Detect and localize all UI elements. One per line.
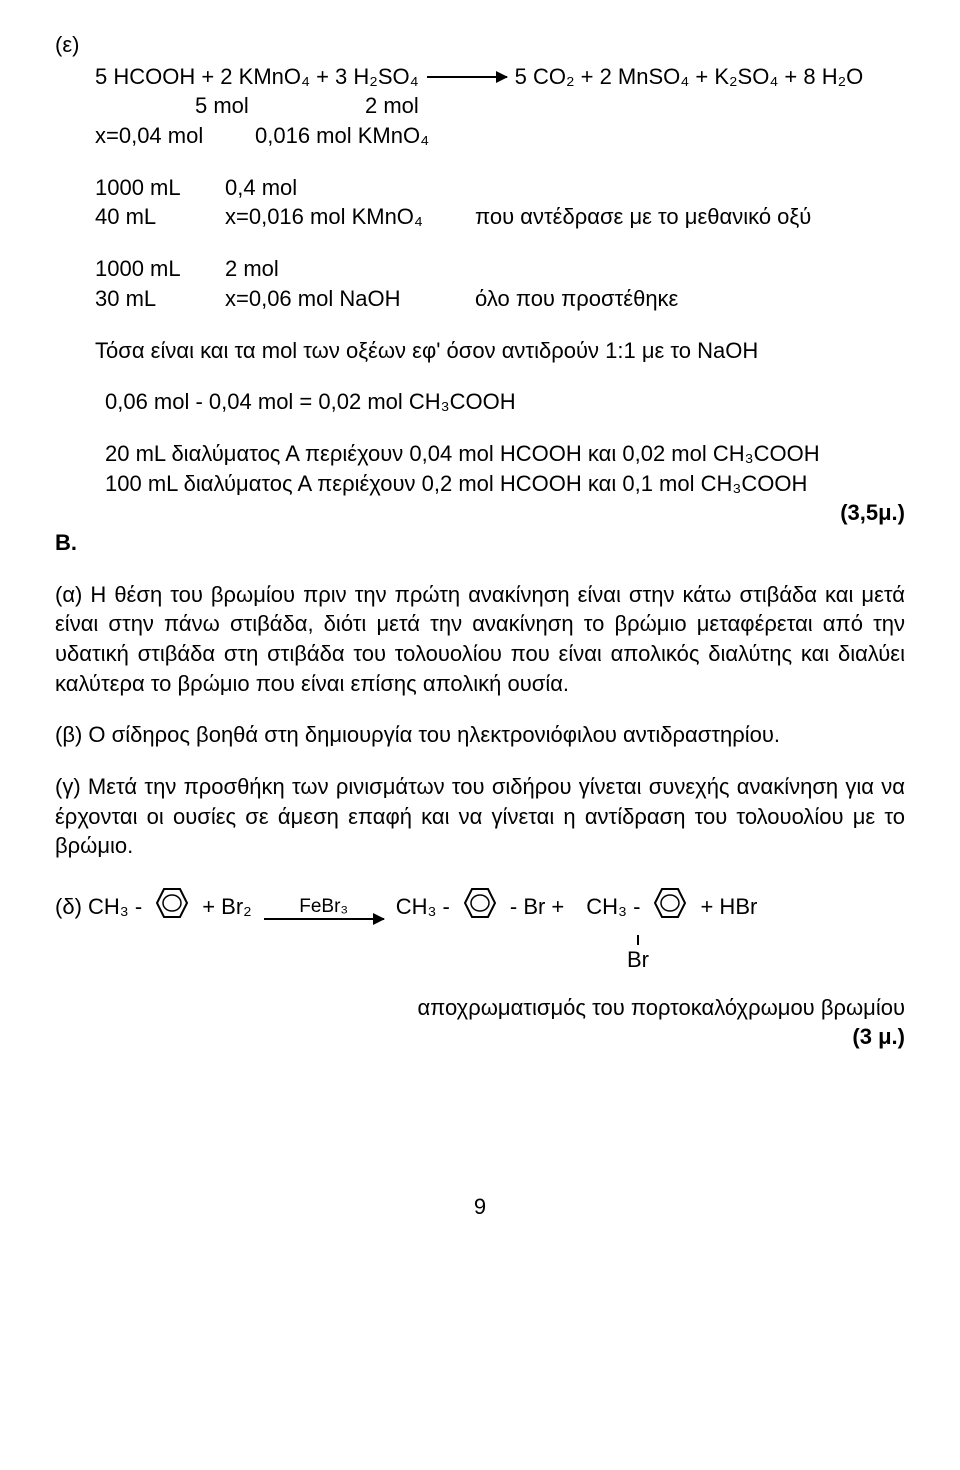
rxn-plus-hbr: + HBr bbox=[700, 892, 757, 922]
reaction-arrow: FeBr₃ bbox=[264, 894, 384, 920]
br-substituent: Br bbox=[627, 931, 905, 975]
reaction-delta: (δ) CH₃ - + Br₂ FeBr₃ CH₃ - - Br + CH₃ -… bbox=[55, 883, 905, 931]
eq1-right: 5 CO₂ + 2 MnSO₄ + K₂SO₄ + 8 H₂O bbox=[515, 62, 864, 92]
pair1-a: 1000 mL bbox=[95, 173, 225, 203]
eq1-sub-row2: x=0,04 mol 0,016 mol KMnO₄ bbox=[95, 121, 905, 151]
eq1-sub-a: 5 mol bbox=[195, 91, 365, 121]
pair4-b: x=0,06 mol NaOH bbox=[225, 284, 475, 314]
pair2: 40 mL x=0,016 mol KMnO₄ που αντέδρασε με… bbox=[95, 202, 905, 232]
decolor-line: αποχρωματισμός του πορτοκαλόχρωμου βρωμί… bbox=[55, 993, 905, 1023]
eq1-sub2-a: x=0,04 mol bbox=[95, 121, 255, 151]
solution-line-2: 100 mL διαλύματος Α περιέχουν 0,2 mol HC… bbox=[105, 469, 905, 499]
line-tosa: Τόσα είναι και τα mol των οξέων εφ' όσον… bbox=[95, 336, 905, 366]
pair1-b: 0,4 mol bbox=[225, 173, 297, 203]
pair1: 1000 mL 0,4 mol bbox=[95, 173, 905, 203]
benzene-icon bbox=[646, 883, 694, 931]
rxn-ch3-2: CH₃ - bbox=[586, 892, 640, 922]
rxn-ch3-1: CH₃ - bbox=[396, 892, 450, 922]
score-1: (3,5μ.) bbox=[55, 498, 905, 528]
arrow-label: FeBr₃ bbox=[299, 894, 348, 920]
benzene-icon bbox=[148, 883, 196, 931]
eq1-sub-b: 2 mol bbox=[365, 91, 419, 121]
paragraph-a: (α) Η θέση του βρωμίου πριν την πρώτη αν… bbox=[55, 580, 905, 699]
pair3: 1000 mL 2 mol bbox=[95, 254, 905, 284]
page-number: 9 bbox=[55, 1192, 905, 1222]
arrow-icon bbox=[427, 76, 507, 78]
eq1-sub2-b: 0,016 mol KMnO₄ bbox=[255, 121, 429, 151]
equation-1: 5 HCOOH + 2 KMnO₄ + 3 H₂SO₄ 5 CO₂ + 2 Mn… bbox=[95, 62, 905, 92]
pair2-a: 40 mL bbox=[95, 202, 225, 232]
calc-line: 0,06 mol - 0,04 mol = 0,02 mol CH₃COOH bbox=[105, 387, 905, 417]
section-b-label: B. bbox=[55, 528, 905, 558]
br-label: Br bbox=[627, 945, 649, 975]
pair4-a: 30 mL bbox=[95, 284, 225, 314]
eq1-left: 5 HCOOH + 2 KMnO₄ + 3 H₂SO₄ bbox=[95, 62, 419, 92]
paragraph-c: (γ) Μετά την προσθήκη των ρινισμάτων του… bbox=[55, 772, 905, 861]
eq1-sub-row1: 5 mol 2 mol bbox=[95, 91, 905, 121]
section-e-label: (ε) bbox=[55, 30, 905, 60]
pair4-c: όλο που προστέθηκε bbox=[475, 284, 678, 314]
rxn-plus-br2: + Br₂ bbox=[202, 892, 252, 922]
rxn-d-label: (δ) CH₃ - bbox=[55, 892, 142, 922]
benzene-icon bbox=[456, 883, 504, 931]
score-2: (3 μ.) bbox=[55, 1022, 905, 1052]
rxn-br-plus: - Br + bbox=[510, 892, 564, 922]
pair3-a: 1000 mL bbox=[95, 254, 225, 284]
paragraph-b: (β) Ο σίδηρος βοηθά στη δημιουργία του η… bbox=[55, 720, 905, 750]
pair2-b: x=0,016 mol KMnO₄ bbox=[225, 202, 475, 232]
pair4: 30 mL x=0,06 mol NaOH όλο που προστέθηκε bbox=[95, 284, 905, 314]
pair2-c: που αντέδρασε με το μεθανικό οξύ bbox=[475, 202, 811, 232]
pair3-b: 2 mol bbox=[225, 254, 279, 284]
solution-line-1: 20 mL διαλύματος Α περιέχουν 0,04 mol HC… bbox=[105, 439, 905, 469]
